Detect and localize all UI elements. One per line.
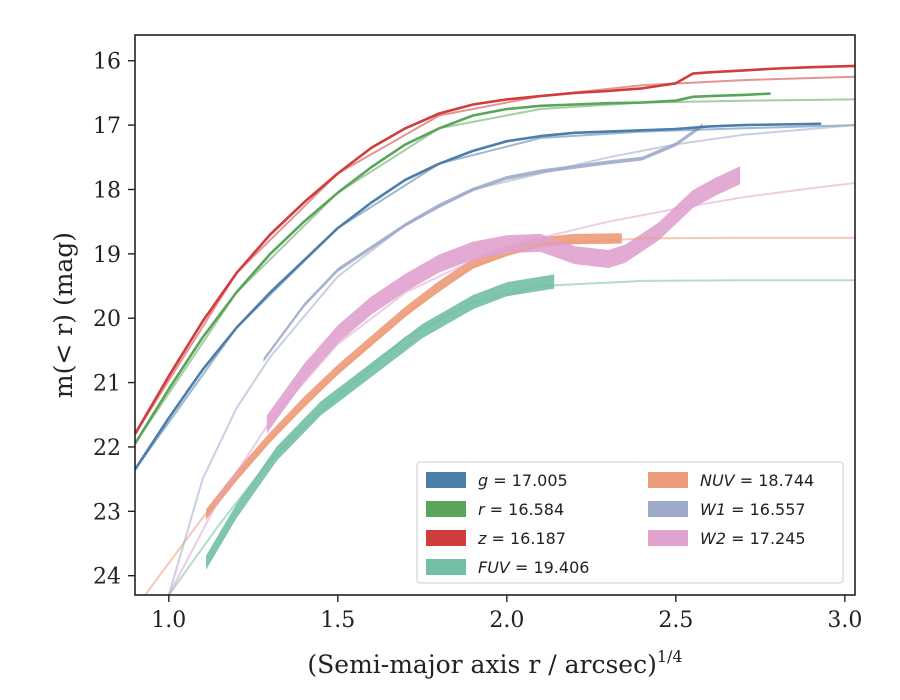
model-curve-w2 (167, 182, 855, 595)
legend-swatch-g (426, 472, 466, 488)
y-tick-label: 20 (93, 307, 121, 332)
legend-entry-nuv: NUV = 18.744 (700, 471, 814, 490)
legend: g = 17.005 r = 16.584 z = 16.187 FUV = 19.4… (416, 461, 844, 584)
y-axis-ticks: 16 17 18 19 20 21 22 23 24 (93, 50, 135, 590)
y-tick-label: 17 (93, 114, 121, 139)
x-tick-label: 3.0 (827, 608, 862, 633)
legend-entry-w2: W2 = 17.245 (700, 529, 806, 548)
legend-entry-g: g = 17.005 (478, 471, 568, 490)
y-tick-label: 19 (93, 243, 121, 268)
y-tick-label: 16 (93, 50, 121, 75)
series-model-curves (135, 75, 855, 595)
model-curve-nuv (144, 236, 855, 595)
legend-swatch-r (426, 501, 466, 517)
legend-band-name: NUV (700, 471, 736, 490)
legend-equals: = (510, 558, 534, 577)
legend-band-name: g (478, 471, 488, 490)
legend-magnitude: 16.584 (508, 500, 564, 519)
x-tick-label: 1.0 (151, 608, 186, 633)
series-bands (206, 123, 741, 570)
legend-swatch-z (426, 530, 466, 546)
y-tick-label: 24 (93, 565, 121, 590)
model-curve-fuv (167, 279, 855, 595)
legend-equals: = (726, 500, 750, 519)
legend-band-name: W2 (700, 529, 726, 548)
y-tick-label: 21 (93, 372, 121, 397)
legend-magnitude: 17.245 (750, 529, 806, 548)
model-curve-r (135, 98, 855, 445)
y-tick-label: 23 (93, 500, 121, 525)
profile-line-r (135, 92, 771, 445)
model-curve-w1 (167, 124, 855, 595)
x-axis-ticks: 1.0 1.5 2.0 2.5 3.0 (151, 595, 862, 633)
y-axis-label: m(< r) (mag) (49, 232, 78, 398)
legend-swatch-nuv (648, 472, 688, 488)
profile-line-g (135, 122, 822, 471)
legend-magnitude: 19.406 (533, 558, 589, 577)
legend-band-name: z (477, 529, 487, 548)
model-curve-z (135, 75, 855, 435)
legend-band-name: r (478, 500, 486, 519)
legend-box (416, 461, 844, 584)
profile-line-z (135, 64, 855, 435)
x-tick-label: 1.5 (320, 608, 355, 633)
plot-frame (134, 34, 856, 596)
legend-swatch-w2 (648, 530, 688, 546)
legend-entry-w1: W1 = 16.557 (700, 500, 806, 519)
x-tick-label: 2.5 (658, 608, 693, 633)
profile-band-w2 (266, 166, 741, 434)
x-axis-label-sup: 1/4 (657, 647, 683, 666)
legend-swatch-fuv (426, 559, 466, 575)
x-axis-label: (Semi-major axis r / arcsec)1/4 (307, 647, 682, 679)
legend-swatch-w1 (648, 501, 688, 517)
legend-equals: = (488, 471, 512, 490)
legend-band-name: FUV (478, 558, 511, 577)
legend-entry-fuv: FUV = 19.406 (478, 558, 589, 577)
legend-magnitude: 16.187 (510, 529, 566, 548)
legend-magnitude: 17.005 (512, 471, 568, 490)
legend-equals: = (485, 500, 509, 519)
x-axis-label-text: (Semi-major axis r / arcsec) (307, 650, 656, 679)
legend-band-name: W1 (700, 500, 726, 519)
x-tick-label: 2.0 (489, 608, 524, 633)
legend-magnitude: 18.744 (758, 471, 814, 490)
legend-equals: = (486, 529, 510, 548)
legend-entry-z: z = 16.187 (477, 529, 566, 548)
legend-equals: = (726, 529, 750, 548)
legend-equals: = (735, 471, 759, 490)
legend-magnitude: 16.557 (750, 500, 806, 519)
y-tick-label: 22 (93, 436, 121, 461)
legend-entry-r: r = 16.584 (478, 500, 564, 519)
y-tick-label: 18 (93, 178, 121, 203)
series-lines (135, 64, 855, 471)
